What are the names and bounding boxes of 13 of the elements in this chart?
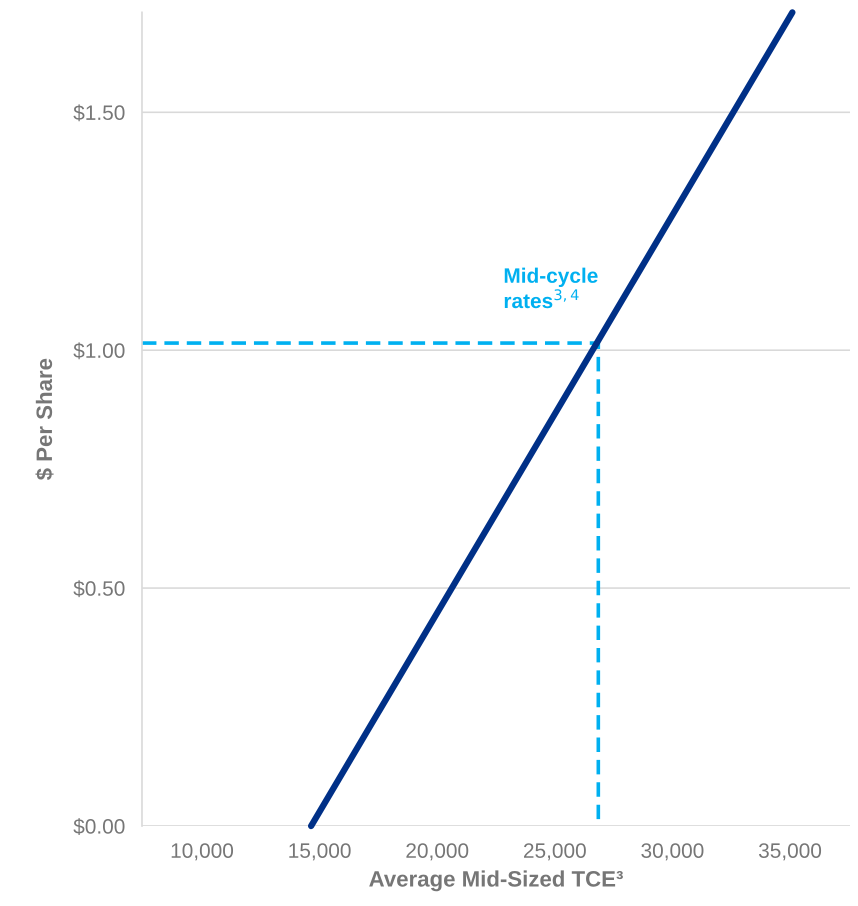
x-axis-title: Average Mid-Sized TCE³ — [369, 870, 623, 892]
x-tick-label: 15,000 — [289, 843, 351, 860]
y-axis-title: $ Per Share — [35, 358, 54, 480]
y-tick-label: $1.00 — [73, 342, 125, 360]
x-tick-label: 25,000 — [524, 843, 586, 860]
y-tick-label: $0.00 — [73, 818, 125, 835]
y-tick-label: $0.50 — [73, 580, 125, 598]
x-tick-label: 20,000 — [406, 843, 468, 860]
x-tick-label: 10,000 — [172, 843, 234, 860]
annotation: Mid-cycle rates$^{3,4}$ — [504, 268, 598, 308]
x-tick-label: 35,000 — [758, 843, 822, 860]
x-tick-label: 30,000 — [641, 843, 704, 860]
y-tick-label: $1.50 — [73, 104, 125, 122]
